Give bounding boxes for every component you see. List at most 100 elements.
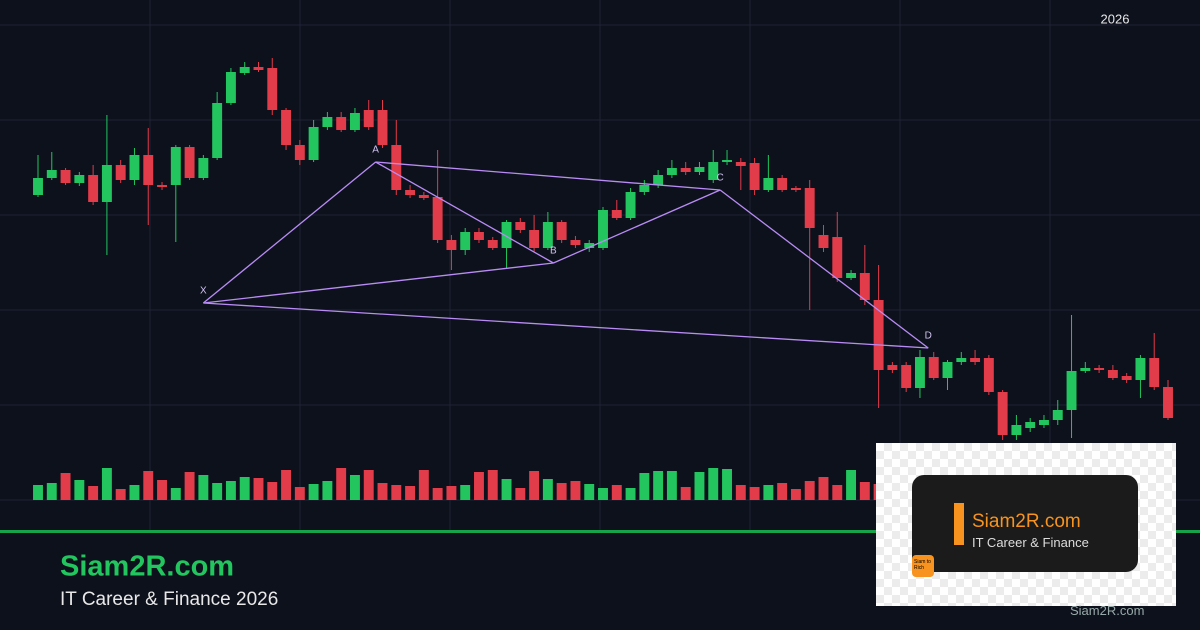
candle-body: [708, 162, 719, 180]
pattern-label: X: [200, 286, 207, 297]
volume-bar: [680, 487, 691, 500]
logo-bar: [954, 503, 964, 545]
candle-body: [1011, 425, 1022, 435]
candle-body: [1121, 376, 1132, 380]
volume-bar: [804, 481, 815, 500]
candle-body: [804, 188, 815, 228]
candle-body: [1039, 420, 1049, 425]
candle-body: [487, 240, 498, 248]
candle-body: [46, 170, 57, 178]
volume-bar: [239, 477, 250, 500]
candle-body: [101, 165, 112, 202]
candle-body: [1107, 370, 1118, 378]
volume-bar: [432, 488, 443, 500]
volume-bar: [653, 471, 664, 500]
candle-body: [570, 240, 581, 245]
volume-bar: [570, 481, 581, 500]
candle-body: [225, 72, 236, 103]
candle-body: [322, 117, 333, 127]
volume-bar: [846, 470, 857, 500]
volume-bar: [33, 485, 43, 500]
candle-body: [1135, 358, 1146, 380]
volume-bar: [253, 478, 264, 500]
pattern-line: [553, 189, 721, 264]
candle-body: [60, 170, 71, 183]
candle-body: [542, 222, 553, 248]
candle-body: [157, 185, 167, 187]
candle-body: [625, 192, 636, 218]
candle-body: [253, 67, 264, 70]
logo-card: Siam2R.com IT Career & Finance Siam to R…: [912, 475, 1138, 577]
candle-body: [970, 358, 981, 362]
divider: [0, 530, 1200, 533]
volume-bar: [101, 468, 112, 500]
volume-bar: [474, 472, 484, 500]
candle-body: [88, 175, 99, 202]
candle-body: [997, 392, 1008, 435]
pattern-line: [375, 161, 721, 191]
candle-body: [639, 185, 650, 192]
candle-body: [212, 103, 223, 158]
candle-body: [1066, 371, 1077, 410]
candle-body: [115, 165, 126, 180]
candle-body: [763, 178, 774, 190]
volume-bar: [446, 486, 457, 500]
volume-bar: [281, 470, 292, 500]
candle-body: [777, 178, 788, 190]
candle-body: [818, 235, 829, 248]
volume-bar: [225, 481, 236, 500]
volume-bar: [184, 472, 195, 500]
pattern-label: A: [372, 145, 379, 156]
volume-bar: [722, 469, 732, 500]
candle-body: [598, 210, 608, 248]
watermark: Siam2R.com: [1070, 603, 1145, 618]
volume-bar: [212, 483, 223, 500]
volume-bar: [349, 475, 360, 500]
candle-body: [129, 155, 140, 180]
volume-bar: [46, 483, 57, 500]
volume-bar: [790, 489, 801, 500]
volume-bar: [157, 480, 167, 500]
candle-body: [349, 113, 360, 130]
pattern-line: [719, 189, 929, 349]
volume-bar: [88, 486, 99, 500]
volume-bar: [763, 485, 774, 500]
candle-body: [873, 300, 884, 370]
candle-body: [1025, 422, 1036, 428]
volume-bar: [308, 484, 319, 500]
candle-body: [184, 147, 195, 178]
candle-body: [749, 163, 760, 190]
pattern-label: D: [925, 331, 932, 342]
volume-bar: [129, 485, 140, 500]
pattern-line: [375, 161, 554, 264]
pattern-line: [203, 262, 554, 304]
candle-body: [914, 357, 925, 388]
pattern-label: B: [550, 246, 557, 257]
candle-body: [432, 197, 443, 240]
logo-overlay: Siam2R.com IT Career & Finance Siam to R…: [876, 443, 1176, 606]
candle-body: [239, 67, 250, 73]
candle-body: [515, 222, 526, 230]
candle-body: [170, 147, 181, 185]
volume-bar: [198, 475, 209, 500]
volume-bar: [832, 485, 843, 500]
candle-body: [1149, 358, 1160, 387]
candle-body: [143, 155, 154, 185]
volume-bar: [611, 485, 622, 500]
candle-body: [363, 110, 374, 127]
candle-body: [722, 160, 732, 162]
candle-body: [887, 365, 898, 370]
volume-bar: [74, 480, 85, 500]
candle-body: [653, 175, 664, 185]
volume-bar: [460, 485, 471, 500]
candle-body: [942, 362, 953, 378]
volume-bar: [556, 483, 567, 500]
candle-body: [1094, 368, 1105, 370]
volume-bar: [60, 473, 71, 500]
volume-bar: [625, 488, 636, 500]
volume-bar: [777, 483, 788, 500]
logo-icon: Siam to Rich: [912, 555, 934, 577]
volume-bar: [322, 481, 333, 500]
candle-body: [859, 273, 870, 300]
